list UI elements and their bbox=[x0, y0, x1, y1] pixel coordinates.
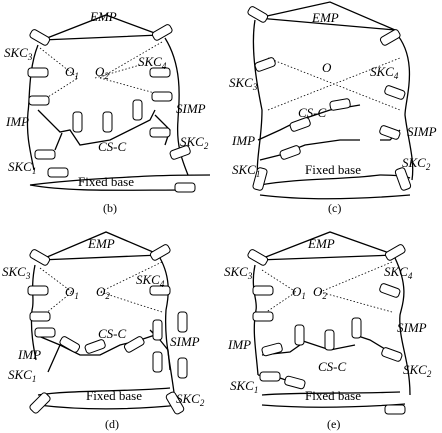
panel-c-dotted-axes bbox=[267, 57, 401, 111]
panel-b-label-top: EMP bbox=[89, 9, 117, 24]
panel-e-label-left-upper: SKC3 bbox=[224, 264, 253, 281]
panel-d-top-platform bbox=[39, 231, 161, 261]
panel-b-base-outline bbox=[29, 174, 211, 191]
panel-e-label-left-mid: IMP bbox=[227, 337, 251, 352]
panel-c-label-center-a: O bbox=[322, 60, 332, 75]
panel-d-label-bottom: Fixed base bbox=[86, 388, 142, 403]
panel-d-label-center-a: O1 bbox=[65, 284, 79, 301]
panel-c-label-top: EMP bbox=[311, 10, 339, 25]
panel-d-side-chains bbox=[30, 257, 176, 401]
panel-d-caption: (d) bbox=[105, 417, 119, 431]
panel-e-label-left-lower: SKC1 bbox=[230, 378, 258, 395]
panel-b-label-left-mid: IMP bbox=[5, 114, 29, 129]
panel-d-label-right-lower: SKC2 bbox=[176, 391, 205, 408]
panel-c-top-platform bbox=[257, 1, 396, 31]
panel-b-label-bottom: Fixed base bbox=[78, 174, 134, 189]
panel-d-label-center-b: O2 bbox=[96, 284, 110, 301]
panel-c-label-left-upper: SKC3 bbox=[229, 75, 258, 92]
panel-b-label-left-upper: SKC3 bbox=[4, 45, 33, 62]
panel-c-label-left-lower: SKC1 bbox=[232, 162, 260, 179]
panel-b-label-left-lower: SKC1 bbox=[8, 159, 36, 176]
panel-e-top-platform bbox=[257, 231, 396, 261]
panel-d-label-left-upper: SKC3 bbox=[2, 264, 31, 281]
panel-b-top-platform bbox=[41, 14, 161, 41]
panel-e-caption: (e) bbox=[327, 417, 340, 431]
panel-e-label-bottom: Fixed base bbox=[305, 388, 361, 403]
panel-d-joints bbox=[27, 244, 188, 415]
panel-c-label-center: CS-C bbox=[298, 105, 327, 120]
panel-e-dotted-axes bbox=[261, 261, 393, 316]
panel-d-label-center: CS-C bbox=[98, 326, 127, 341]
panel-b-label-right-lower: SKC2 bbox=[180, 134, 209, 151]
panel-d-label-top: EMP bbox=[87, 236, 115, 251]
panel-e-label-top: EMP bbox=[307, 236, 335, 251]
panel-c-caption: (c) bbox=[328, 201, 341, 215]
panel-e: EMP SKC3 SKC4 O1 O2 IMP SIMP CS-C SKC2 S… bbox=[224, 231, 432, 431]
panel-e-label-center-b: O2 bbox=[313, 284, 327, 301]
panel-e-label-right-lower: SKC2 bbox=[403, 362, 432, 379]
panel-b-label-center-a: O1 bbox=[65, 64, 79, 81]
panel-d-label-left-mid: IMP bbox=[17, 347, 41, 362]
panel-d-base-outline bbox=[37, 387, 181, 410]
panel-e-label-center-a: O1 bbox=[292, 284, 306, 301]
panel-c-base-outline bbox=[259, 174, 411, 200]
panel-d: EMP SKC3 SKC4 O1 O2 IMP SIMP CS-C SKC2 S… bbox=[2, 231, 205, 431]
panel-b-label-right-mid: SIMP bbox=[176, 101, 206, 116]
panel-c-joints bbox=[247, 6, 412, 191]
panel-b-label-center: CS-C bbox=[98, 139, 127, 154]
panel-c-label-bottom: Fixed base bbox=[305, 162, 361, 177]
panel-c-label-right-lower: SKC2 bbox=[402, 155, 431, 172]
panel-d-label-left-lower: SKC1 bbox=[8, 367, 36, 384]
panel-c-internal-chain bbox=[257, 104, 401, 161]
panel-e-label-right-upper: SKC4 bbox=[384, 264, 413, 281]
panel-e-label-right-mid: SIMP bbox=[397, 320, 427, 335]
panel-e-side-chains bbox=[252, 257, 411, 396]
panel-b-label-center-b: O2 bbox=[95, 64, 109, 81]
panel-c-label-left-mid: IMP bbox=[231, 133, 255, 148]
panel-b-joints bbox=[27, 24, 196, 193]
panel-b-side-chains bbox=[26, 37, 189, 176]
panel-b: EMP SKC3 SKC4 O1 O2 IMP SIMP CS-C SKC2 S… bbox=[4, 9, 211, 215]
panel-c: EMP SKC3 SKC4 O IMP SIMP CS-C SKC2 SKC1 … bbox=[229, 1, 437, 215]
panel-b-caption: (b) bbox=[103, 201, 117, 215]
panel-d-label-right-upper: SKC4 bbox=[136, 272, 165, 289]
panel-e-label-center: CS-C bbox=[318, 359, 347, 374]
panel-b-dotted-axes bbox=[39, 41, 163, 103]
panel-c-label-right-mid: SIMP bbox=[407, 124, 437, 139]
panel-c-label-right-upper: SKC4 bbox=[370, 64, 399, 81]
panel-b-label-right-upper: SKC4 bbox=[138, 54, 167, 71]
panel-d-label-right-mid: SIMP bbox=[170, 334, 200, 349]
panel-c-side-chains bbox=[252, 19, 414, 186]
panel-e-joints bbox=[247, 244, 406, 415]
